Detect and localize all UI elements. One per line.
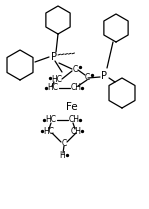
Text: HC: HC xyxy=(48,84,59,93)
Text: P: P xyxy=(101,71,107,81)
Text: HC: HC xyxy=(52,74,62,84)
Text: HC: HC xyxy=(45,116,56,125)
Text: P: P xyxy=(51,52,57,62)
Text: Fe: Fe xyxy=(66,102,78,112)
Text: C: C xyxy=(61,139,67,148)
Text: H: H xyxy=(59,152,65,161)
Text: C: C xyxy=(72,65,78,74)
Text: HC: HC xyxy=(44,126,55,135)
Text: CH: CH xyxy=(70,126,82,135)
Text: CH: CH xyxy=(70,84,82,93)
Text: CH: CH xyxy=(69,116,80,125)
Text: C: C xyxy=(84,73,90,82)
